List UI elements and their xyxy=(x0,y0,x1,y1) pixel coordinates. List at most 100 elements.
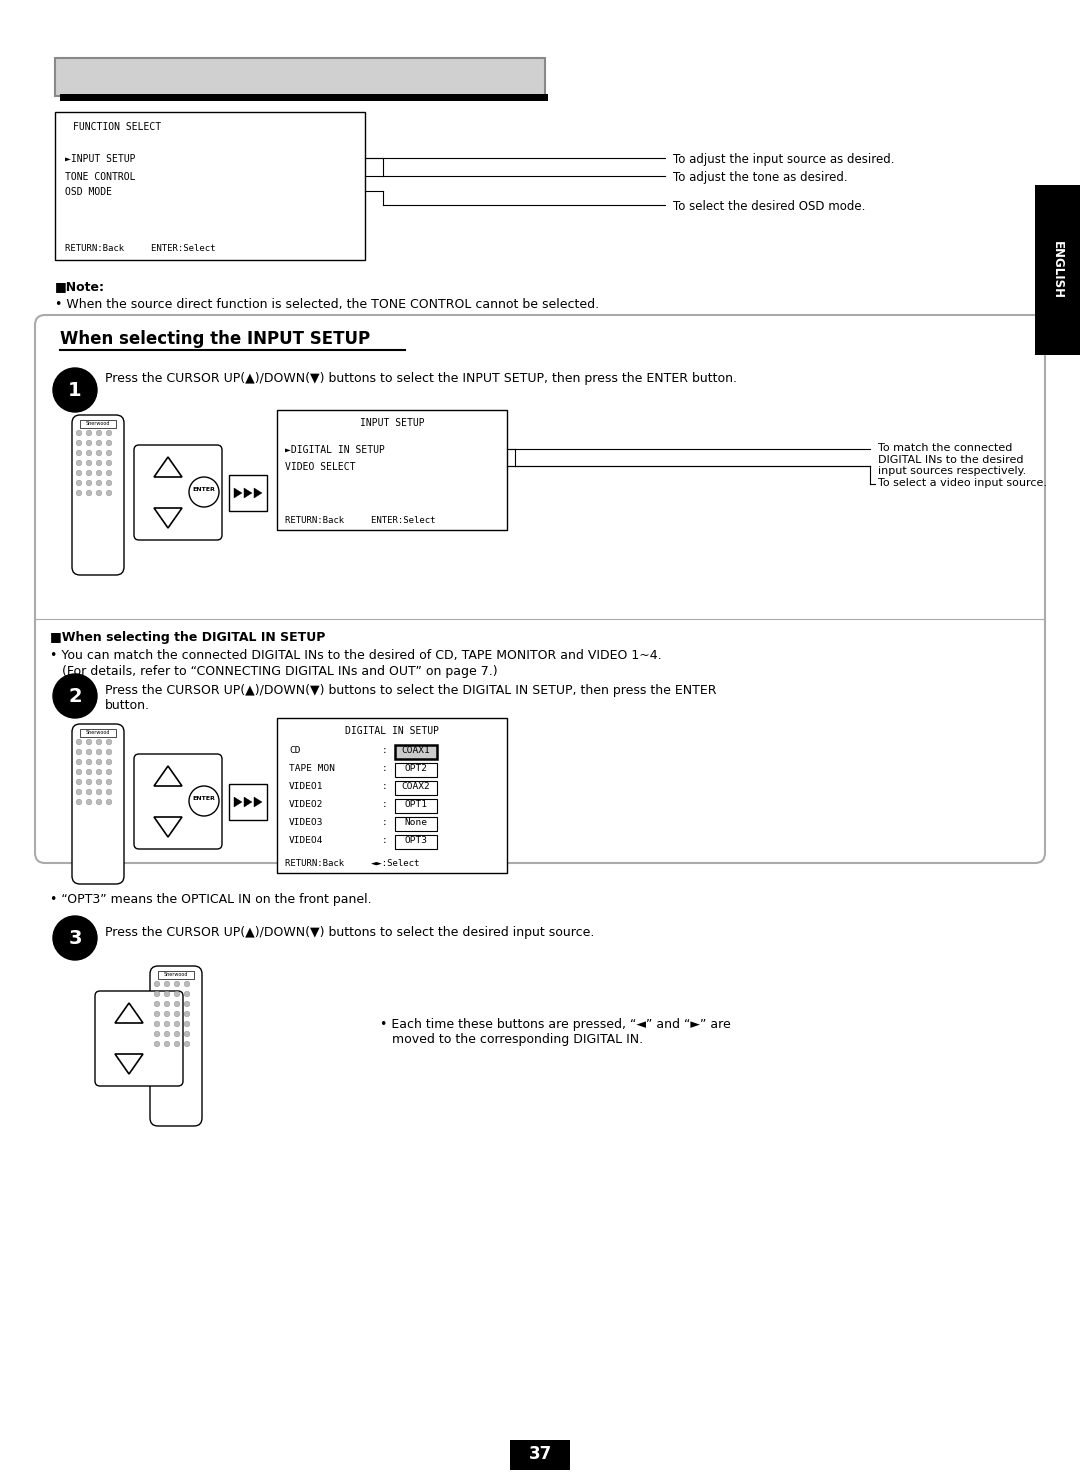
FancyBboxPatch shape xyxy=(134,445,222,540)
Circle shape xyxy=(106,470,112,476)
Circle shape xyxy=(77,450,82,456)
Circle shape xyxy=(174,1001,179,1007)
FancyBboxPatch shape xyxy=(150,966,202,1126)
Circle shape xyxy=(77,779,82,785)
Text: OPT1: OPT1 xyxy=(405,800,428,809)
Circle shape xyxy=(96,759,102,765)
Circle shape xyxy=(77,430,82,436)
Text: FUNCTION SELECT: FUNCTION SELECT xyxy=(73,121,161,132)
Polygon shape xyxy=(244,488,252,498)
Circle shape xyxy=(154,1001,160,1007)
Circle shape xyxy=(96,430,102,436)
Circle shape xyxy=(106,790,112,794)
Circle shape xyxy=(96,490,102,495)
Text: 37: 37 xyxy=(528,1445,552,1463)
Text: To adjust the tone as desired.: To adjust the tone as desired. xyxy=(673,172,848,183)
Circle shape xyxy=(77,769,82,775)
Circle shape xyxy=(185,991,190,997)
Circle shape xyxy=(189,785,219,816)
Circle shape xyxy=(77,750,82,754)
Circle shape xyxy=(86,740,92,745)
Bar xyxy=(55,112,365,260)
Text: Sherwood: Sherwood xyxy=(85,422,110,426)
Circle shape xyxy=(174,1031,179,1037)
Text: :: : xyxy=(382,745,388,754)
Circle shape xyxy=(106,441,112,445)
Circle shape xyxy=(106,450,112,456)
Bar xyxy=(395,763,437,776)
FancyBboxPatch shape xyxy=(72,416,124,575)
Bar xyxy=(395,836,437,849)
Text: RETURN:Back     ENTER:Select: RETURN:Back ENTER:Select xyxy=(285,516,435,525)
FancyBboxPatch shape xyxy=(134,754,222,849)
Circle shape xyxy=(185,1041,190,1047)
Circle shape xyxy=(164,1001,170,1007)
Text: VIDEO SELECT: VIDEO SELECT xyxy=(285,461,355,472)
Circle shape xyxy=(185,981,190,986)
Circle shape xyxy=(96,740,102,745)
Polygon shape xyxy=(234,797,242,808)
Text: 1: 1 xyxy=(68,382,82,399)
Circle shape xyxy=(77,441,82,445)
Text: • Each time these buttons are pressed, “◄” and “►” are
   moved to the correspon: • Each time these buttons are pressed, “… xyxy=(380,1018,731,1046)
Circle shape xyxy=(77,460,82,466)
Text: Sherwood: Sherwood xyxy=(85,731,110,735)
Circle shape xyxy=(86,441,92,445)
Text: ENGLISH: ENGLISH xyxy=(1051,241,1064,299)
Text: 3: 3 xyxy=(68,929,82,948)
Circle shape xyxy=(185,1012,190,1016)
Text: Press the CURSOR UP(▲)/DOWN(▼) buttons to select the INPUT SETUP, then press the: Press the CURSOR UP(▲)/DOWN(▼) buttons t… xyxy=(105,373,737,385)
Circle shape xyxy=(154,1041,160,1047)
Text: • “OPT3” means the OPTICAL IN on the front panel.: • “OPT3” means the OPTICAL IN on the fro… xyxy=(50,893,372,907)
Circle shape xyxy=(96,769,102,775)
Polygon shape xyxy=(154,457,183,478)
Text: To select the desired OSD mode.: To select the desired OSD mode. xyxy=(673,200,865,213)
Circle shape xyxy=(77,490,82,495)
Text: ■When selecting the DIGITAL IN SETUP: ■When selecting the DIGITAL IN SETUP xyxy=(50,632,325,643)
Circle shape xyxy=(154,981,160,986)
Text: OPT2: OPT2 xyxy=(405,765,428,774)
Bar xyxy=(395,799,437,813)
Text: When selecting the INPUT SETUP: When selecting the INPUT SETUP xyxy=(60,330,370,348)
Text: :: : xyxy=(382,765,388,774)
Circle shape xyxy=(86,481,92,485)
Circle shape xyxy=(53,916,97,960)
Circle shape xyxy=(96,779,102,785)
Bar xyxy=(276,717,507,873)
Polygon shape xyxy=(114,1003,143,1023)
Circle shape xyxy=(164,1021,170,1026)
Circle shape xyxy=(96,799,102,805)
Circle shape xyxy=(106,799,112,805)
Circle shape xyxy=(96,790,102,794)
Circle shape xyxy=(174,1021,179,1026)
Circle shape xyxy=(77,481,82,485)
Text: 2: 2 xyxy=(68,688,82,705)
FancyBboxPatch shape xyxy=(35,315,1045,864)
Circle shape xyxy=(86,759,92,765)
Text: ENTER: ENTER xyxy=(192,796,215,802)
Circle shape xyxy=(106,490,112,495)
Circle shape xyxy=(106,759,112,765)
Circle shape xyxy=(86,490,92,495)
Circle shape xyxy=(86,779,92,785)
Bar xyxy=(395,745,437,759)
Text: VIDEO4: VIDEO4 xyxy=(289,836,324,845)
Bar xyxy=(158,972,194,979)
Circle shape xyxy=(174,991,179,997)
Polygon shape xyxy=(244,797,252,808)
FancyBboxPatch shape xyxy=(95,991,183,1086)
Circle shape xyxy=(96,460,102,466)
Text: VIDEO3: VIDEO3 xyxy=(289,818,324,827)
Circle shape xyxy=(174,1012,179,1016)
Circle shape xyxy=(106,481,112,485)
Text: CD: CD xyxy=(289,745,300,754)
Polygon shape xyxy=(254,488,262,498)
Text: INPUT SETUP: INPUT SETUP xyxy=(360,419,424,427)
Circle shape xyxy=(106,769,112,775)
Text: Sherwood: Sherwood xyxy=(164,972,188,978)
Text: To adjust the input source as desired.: To adjust the input source as desired. xyxy=(673,152,894,166)
Text: ■Note:: ■Note: xyxy=(55,280,105,293)
Text: None: None xyxy=(405,818,428,827)
Bar xyxy=(80,420,116,427)
Circle shape xyxy=(96,750,102,754)
